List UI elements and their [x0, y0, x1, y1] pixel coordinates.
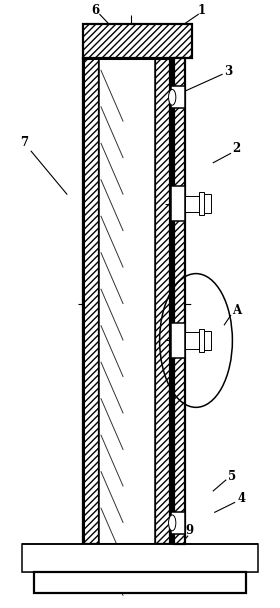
- Bar: [174, 58, 185, 544]
- Bar: [34, 572, 246, 593]
- Text: A: A: [232, 303, 241, 317]
- Text: 4: 4: [237, 492, 246, 505]
- Bar: [199, 192, 204, 215]
- Bar: [185, 333, 199, 348]
- Polygon shape: [190, 544, 258, 572]
- Bar: [204, 195, 211, 213]
- Circle shape: [169, 515, 176, 531]
- Bar: [22, 544, 258, 572]
- Text: 3: 3: [224, 65, 232, 78]
- Bar: [155, 58, 171, 544]
- Text: 1: 1: [197, 4, 206, 18]
- Text: 2: 2: [232, 142, 241, 156]
- Circle shape: [169, 89, 176, 105]
- Bar: [185, 196, 199, 212]
- Bar: [171, 86, 185, 108]
- Bar: [171, 323, 185, 358]
- Bar: [204, 331, 211, 350]
- Polygon shape: [22, 544, 83, 572]
- Bar: [99, 58, 155, 544]
- Text: 6: 6: [91, 4, 99, 18]
- Bar: [83, 58, 99, 544]
- Bar: [171, 512, 185, 534]
- Text: 5: 5: [228, 469, 237, 483]
- Text: 7: 7: [20, 136, 28, 150]
- Bar: [83, 24, 192, 58]
- Bar: [199, 329, 204, 352]
- Bar: [171, 186, 185, 221]
- Text: 9: 9: [185, 524, 193, 537]
